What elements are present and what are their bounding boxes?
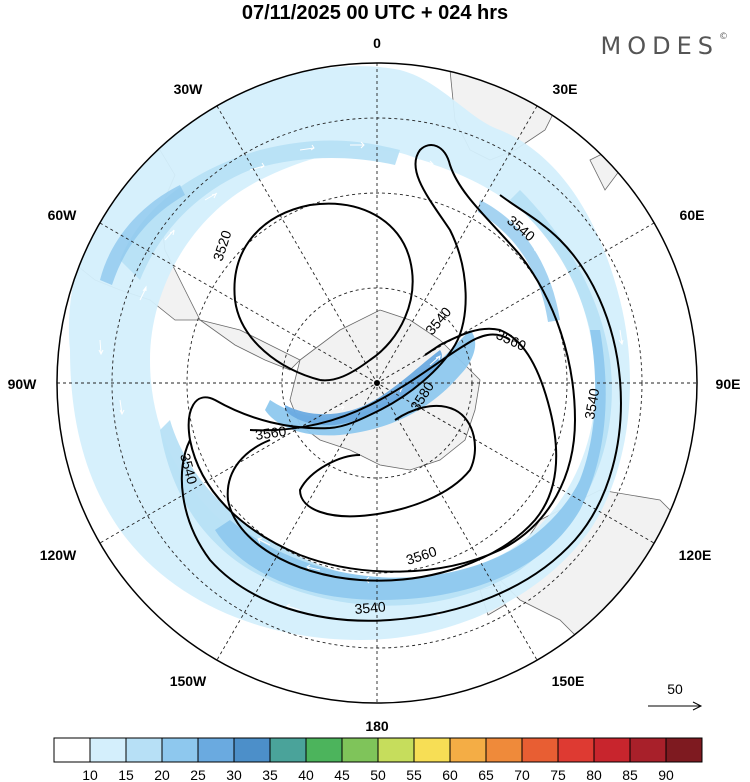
lon-label-60e: 60E — [680, 207, 705, 223]
colorbar-tick-label: 40 — [298, 767, 314, 782]
colorbar-tick-label: 45 — [334, 767, 350, 782]
colorbar-swatch — [305, 737, 343, 763]
contour-3520 — [233, 202, 414, 382]
colorbar-tick-label: 35 — [262, 767, 278, 782]
lon-label-150e: 150E — [552, 673, 585, 689]
colorbar-swatch — [89, 737, 127, 763]
contour-3560 — [226, 327, 558, 582]
brand-text: MODES — [600, 32, 719, 60]
lon-label-90e: 90E — [716, 376, 741, 392]
colorbar-swatch — [377, 737, 415, 763]
colorbar-tick-label: 30 — [226, 767, 242, 782]
contour-3560-inner — [249, 333, 511, 432]
colorbar-tick-label: 85 — [622, 767, 638, 782]
lon-label-30e: 30E — [553, 81, 578, 97]
colorbar-swatch — [665, 737, 703, 763]
brand-logo: MODES© — [601, 32, 728, 60]
contour-3540-outer — [180, 194, 622, 622]
lon-label-90w: 90W — [8, 376, 38, 392]
colorbar-swatch — [341, 737, 379, 763]
wind-reference-value: 50 — [667, 681, 683, 697]
colorbar-tick-label: 55 — [406, 767, 422, 782]
contour-3580 — [298, 404, 476, 518]
lon-label-30w: 30W — [174, 81, 204, 97]
contour-label-3560-b: 3560 — [254, 423, 287, 443]
lon-label-120e: 120E — [679, 547, 712, 563]
map-title: 07/11/2025 00 UTC + 024 hrs — [241, 2, 509, 24]
jet-core-max — [285, 350, 442, 426]
map-disc — [57, 63, 697, 703]
colorbar: 10 15 20 25 30 35 40 45 50 55 60 65 70 75 80 85 90 — [53, 737, 703, 782]
height-contours — [180, 144, 622, 622]
colorbar-tick-label: 65 — [478, 767, 494, 782]
colorbar-swatch — [449, 737, 487, 763]
colorbar-swatch — [125, 737, 163, 763]
colorbar-tick-label: 10 — [82, 767, 98, 782]
colorbar-swatch — [269, 737, 307, 763]
colorbar-swatch — [593, 737, 631, 763]
colorbar-tick-label: 20 — [154, 767, 170, 782]
colorbar-tick-label: 15 — [118, 767, 134, 782]
copyright-mark: © — [719, 32, 728, 42]
colorbar-tick-label: 75 — [550, 767, 566, 782]
jet-outer-band — [68, 66, 631, 640]
colorbar-swatch — [53, 737, 91, 763]
colorbar-swatch — [557, 737, 595, 763]
colorbar-tick-label: 60 — [442, 767, 458, 782]
contour-3540-inner — [187, 144, 577, 573]
contour-label-3540-c: 3540 — [581, 387, 602, 421]
wind-reference: 50 — [648, 681, 703, 711]
map-border — [56, 62, 698, 704]
colorbar-swatch — [413, 737, 451, 763]
longitude-labels: 0 30W 30E 60W 60E 90W 90E 120W 120E 150W… — [8, 35, 741, 734]
colorbar-tick-label: 50 — [370, 767, 386, 782]
contour-label-3540-e: 3540 — [354, 598, 387, 617]
lon-label-150w: 150W — [170, 673, 207, 689]
lon-label-60w: 60W — [48, 207, 78, 223]
colorbar-swatch — [197, 737, 235, 763]
colorbar-tick-label: 90 — [658, 767, 674, 782]
colorbar-swatch — [521, 737, 559, 763]
colorbar-swatch — [233, 737, 271, 763]
land-antarctic-peninsula — [199, 319, 301, 371]
lon-label-120w: 120W — [40, 547, 77, 563]
pole-marker — [374, 380, 380, 386]
lon-label-180: 180 — [365, 718, 389, 734]
lon-label-0: 0 — [373, 35, 381, 51]
contour-label-3540-d: 3540 — [177, 452, 201, 486]
colorbar-swatch — [629, 737, 667, 763]
wind-reference-arrowhead — [692, 701, 703, 711]
colorbar-swatch — [161, 737, 199, 763]
colorbar-tick-label: 80 — [586, 767, 602, 782]
colorbar-swatch — [485, 737, 523, 763]
jet-left-arc — [100, 185, 185, 285]
colorbar-tick-label: 70 — [514, 767, 530, 782]
colorbar-tick-label: 25 — [190, 767, 206, 782]
